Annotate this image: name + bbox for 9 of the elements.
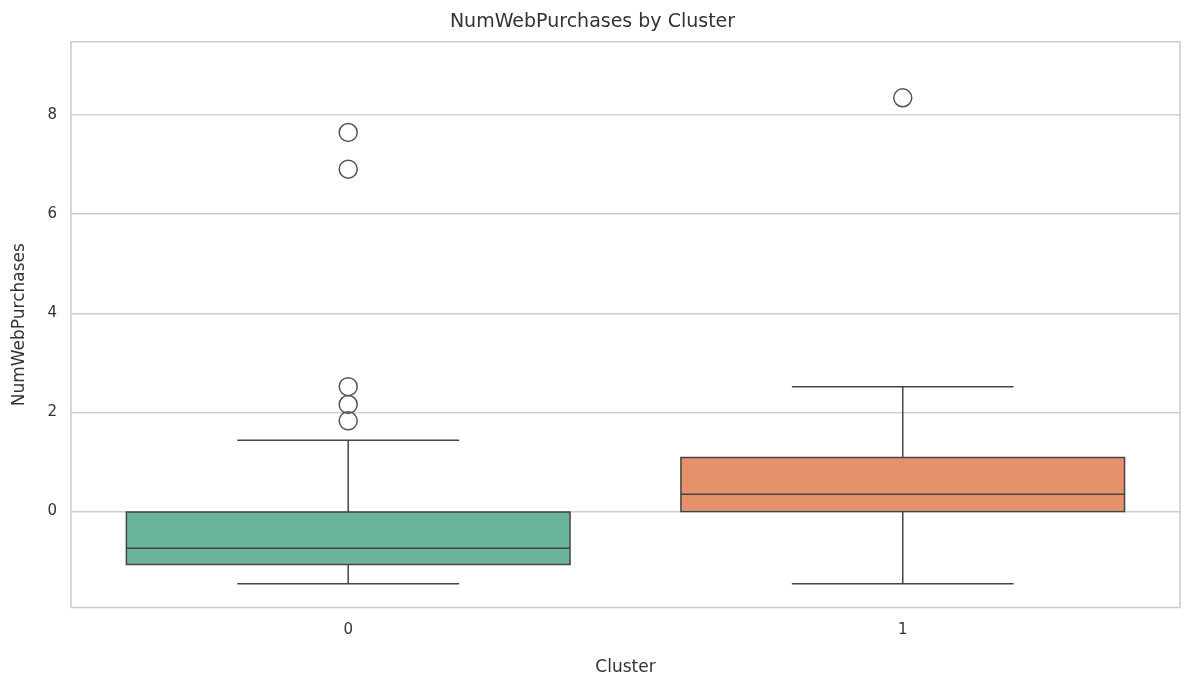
y-tick-label: 6 bbox=[47, 204, 57, 223]
chart-title: NumWebPurchases by Cluster bbox=[449, 9, 736, 32]
y-tick-label: 8 bbox=[47, 105, 57, 124]
y-tick-label: 0 bbox=[47, 501, 57, 520]
y-tick-label: 2 bbox=[47, 402, 57, 421]
y-axis-title: NumWebPurchases bbox=[7, 242, 28, 407]
x-tick-label: 1 bbox=[897, 620, 908, 639]
y-tick-label: 4 bbox=[47, 303, 57, 322]
x-axis-title: Cluster bbox=[595, 656, 656, 677]
